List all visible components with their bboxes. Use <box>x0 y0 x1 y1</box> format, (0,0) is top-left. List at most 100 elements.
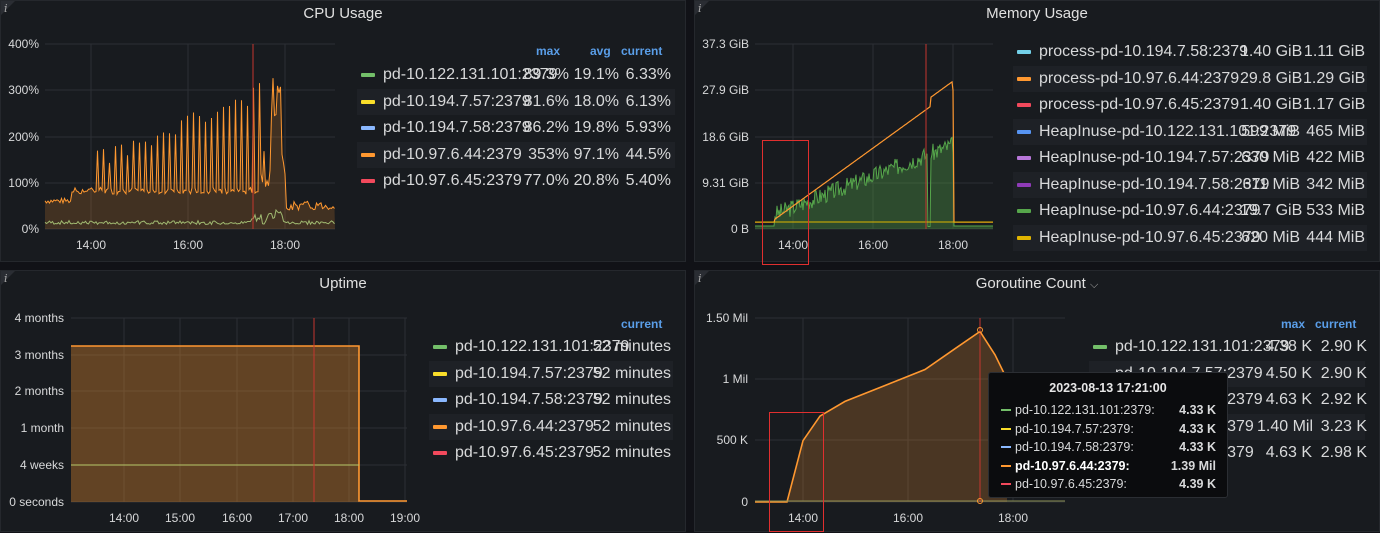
legend-item[interactable]: pd-10.97.6.44:2379 52 minutes <box>429 413 673 440</box>
legend-v1: 620 MiB <box>1241 228 1300 246</box>
legend-swatch <box>433 424 447 429</box>
uptime-area <box>71 346 359 502</box>
info-icon[interactable]: i <box>698 272 702 285</box>
legend-item[interactable]: pd-10.122.131.101:2379 89.3% 19.1% 6.33% <box>357 62 675 88</box>
tooltip-value: 4.33 K <box>1179 440 1216 454</box>
highlight-box <box>762 140 809 265</box>
legend-item[interactable]: pd-10.194.7.58:2379 86.2% 19.8% 5.93% <box>357 115 675 141</box>
legend-item[interactable]: HeapInuse-pd-10.97.6.45:2379 620 MiB 444 M… <box>1013 224 1367 251</box>
tooltip-name: pd-10.97.6.44:2379: <box>1015 458 1130 473</box>
legend-item[interactable]: pd-10.122.131.101:2379 52 minutes <box>429 334 673 360</box>
legend-swatch <box>1017 103 1031 107</box>
legend-item[interactable]: HeapInuse-pd-10.194.7.57:2379 630 MiB 422 … <box>1013 145 1367 171</box>
legend-max: 86.2% <box>523 119 569 136</box>
y-tick: 500 K <box>717 433 748 447</box>
tooltip-row: pd-10.97.6.45:2379: 4.39 K <box>989 475 1227 493</box>
legend-avg: 20.8% <box>573 172 619 189</box>
legend-swatch <box>361 152 375 157</box>
x-tick: 14:00 <box>109 511 139 525</box>
legend-name: pd-10.194.7.57:2379 <box>455 364 603 382</box>
y-tick: 1 month <box>21 421 64 435</box>
x-tick: 17:00 <box>278 511 308 525</box>
legend-current: 52 minutes <box>592 391 671 408</box>
legend-item[interactable]: pd-10.194.7.57:2379 52 minutes <box>429 360 673 387</box>
legend-swatch <box>433 451 447 455</box>
y-tick: 0 <box>741 495 748 509</box>
legend-item[interactable]: pd-10.194.7.58:2379 52 minutes <box>429 387 673 413</box>
legend-header-max: max <box>1281 317 1306 331</box>
legend-header-max: max <box>536 44 561 58</box>
info-icon[interactable]: i <box>4 2 8 15</box>
legend-swatch <box>1017 76 1031 81</box>
tooltip-value: 4.33 K <box>1179 403 1216 417</box>
y-tick: 1 Mil <box>723 372 748 386</box>
panel-title[interactable]: Goroutine Count ⌵ <box>695 275 1379 292</box>
tooltip-row: pd-10.122.131.101:2379: 4.33 K <box>989 401 1227 419</box>
legend-name: pd-10.194.7.58:2379 <box>455 391 603 408</box>
legend-v2: 342 MiB <box>1306 175 1365 193</box>
legend-item[interactable]: process-pd-10.194.7.58:2379 1.40 GiB 1.11 … <box>1013 39 1367 65</box>
legend-name: pd-10.97.6.45:2379 <box>383 172 522 189</box>
chevron-down-icon[interactable]: ⌵ <box>1089 279 1099 291</box>
legend-swatch <box>1017 235 1031 240</box>
x-tick: 14:00 <box>76 238 106 252</box>
legend-item[interactable]: process-pd-10.97.6.44:2379 29.8 GiB 1.29 G… <box>1013 65 1367 92</box>
x-tick: 14:00 <box>778 238 808 252</box>
legend-current: 52 minutes <box>592 444 671 461</box>
legend-swatch <box>361 99 375 104</box>
legend-current: 3.23 K <box>1320 417 1367 435</box>
tooltip-row: pd-10.194.7.58:2379: 4.33 K <box>989 438 1227 456</box>
legend-v1: 630 MiB <box>1241 149 1300 166</box>
y-tick: 1.50 Mil <box>706 311 748 325</box>
y-tick: 2 months <box>15 384 64 398</box>
hover-point <box>977 498 983 504</box>
legend-name: HeapInuse-pd-10.97.6.44:2379 <box>1039 202 1261 219</box>
cpu-usage-panel: i CPU Usage 400% 300% 200% 100% 0% 14:00… <box>0 0 686 262</box>
info-icon[interactable]: i <box>698 2 702 15</box>
uptime-chart[interactable]: 4 months 3 months 2 months 1 month 4 wee… <box>1 271 687 533</box>
x-tick: 18:00 <box>938 238 968 252</box>
legend-item[interactable]: HeapInuse-pd-10.122.131.101:2379 599 MiB 4… <box>1013 118 1367 145</box>
legend-name: pd-10.122.131.101:2379 <box>455 338 630 355</box>
legend-item[interactable]: process-pd-10.97.6.45:2379 1.40 GiB 1.17 G… <box>1013 92 1367 118</box>
panel-title[interactable]: CPU Usage <box>303 5 383 22</box>
legend-v1: 1.40 GiB <box>1240 96 1303 113</box>
tooltip-row: pd-10.97.6.44:2379: 1.39 Mil <box>989 457 1227 475</box>
legend-v2: 1.29 GiB <box>1303 69 1366 87</box>
legend-item[interactable]: pd-10.194.7.57:2379 81.6% 18.0% 6.13% <box>357 88 675 115</box>
y-tick: 200% <box>8 130 39 144</box>
tooltip-swatch <box>1001 446 1011 448</box>
legend-max: 89.3% <box>523 66 569 83</box>
legend-header-current: current <box>621 44 663 58</box>
legend-item[interactable]: pd-10.97.6.45:2379 52 minutes <box>429 440 673 466</box>
legend-item[interactable]: HeapInuse-pd-10.194.7.58:2379 611 MiB 342 … <box>1013 171 1367 198</box>
y-tick: 400% <box>8 37 39 51</box>
hover-tooltip: 2023-08-13 17:21:00 pd-10.122.131.101:23… <box>988 372 1228 498</box>
tooltip-swatch <box>1001 427 1011 430</box>
cpu-chart[interactable]: 400% 300% 200% 100% 0% 14:00 16:00 18:00 <box>1 1 687 263</box>
panel-title[interactable]: Memory Usage <box>986 5 1088 22</box>
legend-current: 44.5% <box>625 145 671 163</box>
legend-swatch <box>361 126 375 130</box>
panel-title[interactable]: Uptime <box>319 275 367 292</box>
info-icon[interactable]: i <box>4 272 8 285</box>
goroutine-chart[interactable]: 1.50 Mil 1 Mil 500 K 0 14:00 16:00 18:00 <box>695 271 1380 533</box>
panel-corner <box>1 271 15 285</box>
legend-max: 4.38 K <box>1265 338 1312 355</box>
cpu-area <box>45 78 335 229</box>
legend-item[interactable]: pd-10.97.6.44:2379 353% 97.1% 44.5% <box>357 141 675 168</box>
legend-name: HeapInuse-pd-10.194.7.57:2379 <box>1039 149 1270 166</box>
legend-current: 2.92 K <box>1320 391 1367 408</box>
legend-name: pd-10.194.7.57:2379 <box>383 92 531 110</box>
tooltip-value: 4.33 K <box>1179 421 1216 436</box>
memory-chart[interactable]: 37.3 GiB 27.9 GiB 18.6 GiB 9.31 GiB 0 B … <box>695 1 1380 263</box>
legend-name: pd-10.97.6.45:2379 <box>455 444 594 461</box>
process-line <box>755 80 993 223</box>
cpu-line-others <box>44 208 335 226</box>
legend-name: HeapInuse-pd-10.97.6.45:2379 <box>1039 228 1261 246</box>
y-tick: 4 weeks <box>20 458 64 472</box>
legend-item[interactable]: pd-10.122.131.101:2379 4.38 K 2.90 K <box>1089 334 1367 360</box>
legend-item[interactable]: pd-10.97.6.45:2379 77.0% 20.8% 5.40% <box>357 168 675 194</box>
legend-item[interactable]: HeapInuse-pd-10.97.6.44:2379 19.7 GiB 533 … <box>1013 198 1367 224</box>
legend-swatch <box>1017 50 1031 54</box>
